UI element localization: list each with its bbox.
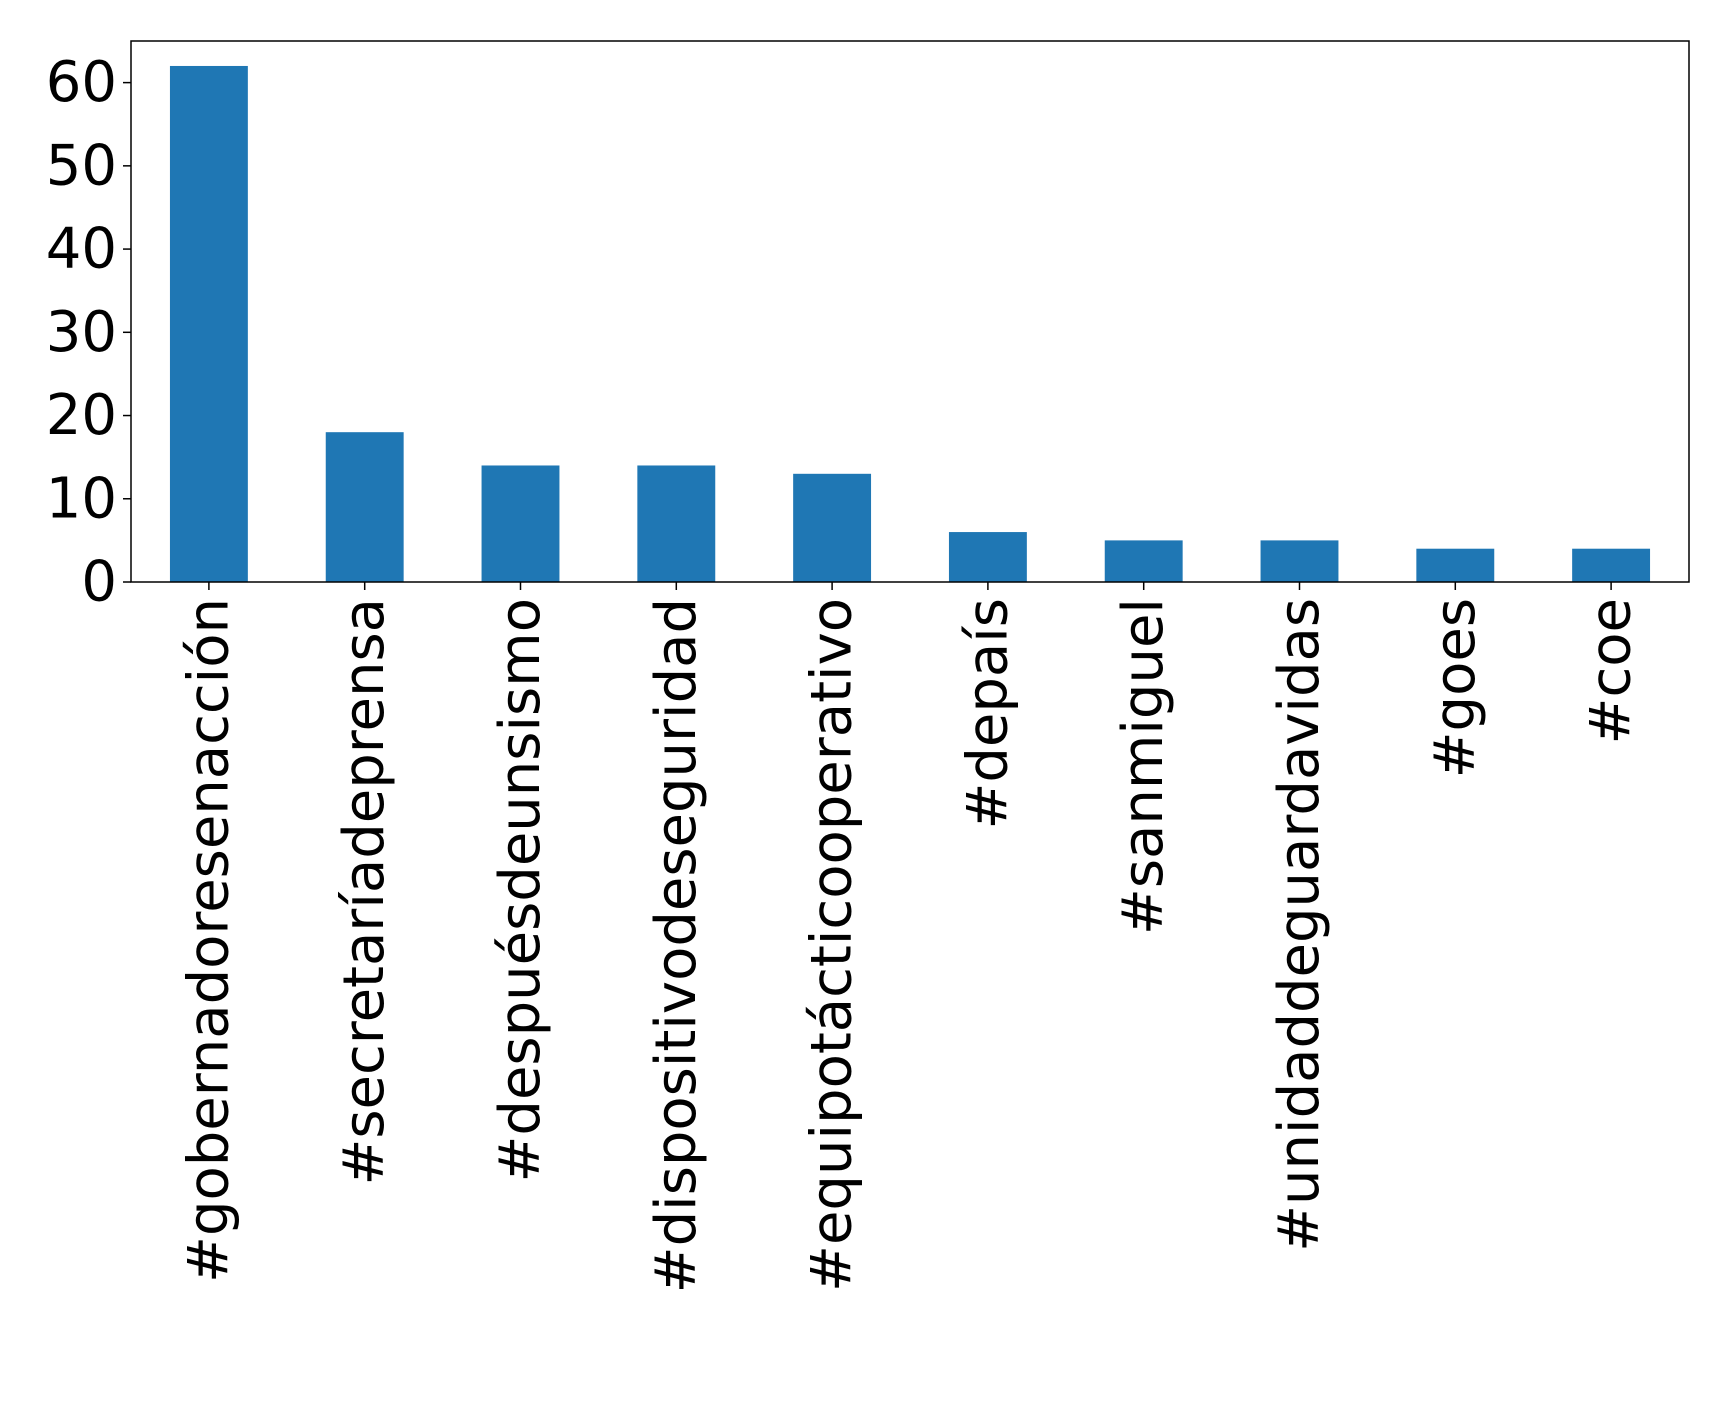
bar-4 — [793, 473, 872, 582]
y-axis: 0 10 20 30 40 50 60 — [46, 50, 131, 615]
bar-9 — [1572, 548, 1651, 582]
x-tick-label-4: #equipotácticooperativo — [800, 598, 865, 1292]
y-tick-label-0: 0 — [81, 550, 117, 615]
x-tick-label-3: #dispositivodeseguridad — [644, 598, 709, 1293]
bar-2 — [481, 465, 560, 582]
x-tick-label-0: #gobernadoresenacción — [176, 598, 241, 1283]
bar-7 — [1260, 540, 1339, 582]
bar-8 — [1416, 548, 1495, 582]
y-tick-label-4: 40 — [46, 217, 117, 282]
plot-area-frame — [130, 40, 1690, 583]
bar-6 — [1104, 540, 1183, 582]
x-axis: #gobernadoresenacción #secretaríadeprensa… — [176, 582, 1644, 1293]
x-tick-label-6: #sanmiguel — [1111, 598, 1176, 935]
y-tick-label-6: 60 — [46, 50, 117, 115]
x-tick-label-8: #goes — [1423, 598, 1488, 778]
y-tick-label-2: 20 — [46, 383, 117, 448]
bar-0 — [169, 65, 248, 582]
x-tick-label-9: #coe — [1579, 598, 1644, 744]
x-tick-label-1: #secretaríadeprensa — [332, 598, 397, 1186]
x-tick-label-7: #unidaddeguardavidas — [1267, 598, 1332, 1252]
bar-1 — [325, 432, 404, 582]
bar-5 — [948, 532, 1027, 582]
y-tick-label-5: 50 — [46, 133, 117, 198]
y-tick-label-1: 10 — [46, 466, 117, 531]
x-tick-label-5: #depaís — [955, 598, 1020, 830]
x-tick-label-2: #despuésdeunsismo — [488, 598, 553, 1182]
bars-group — [169, 65, 1651, 582]
bar-3 — [637, 465, 716, 582]
y-tick-label-3: 30 — [46, 300, 117, 365]
